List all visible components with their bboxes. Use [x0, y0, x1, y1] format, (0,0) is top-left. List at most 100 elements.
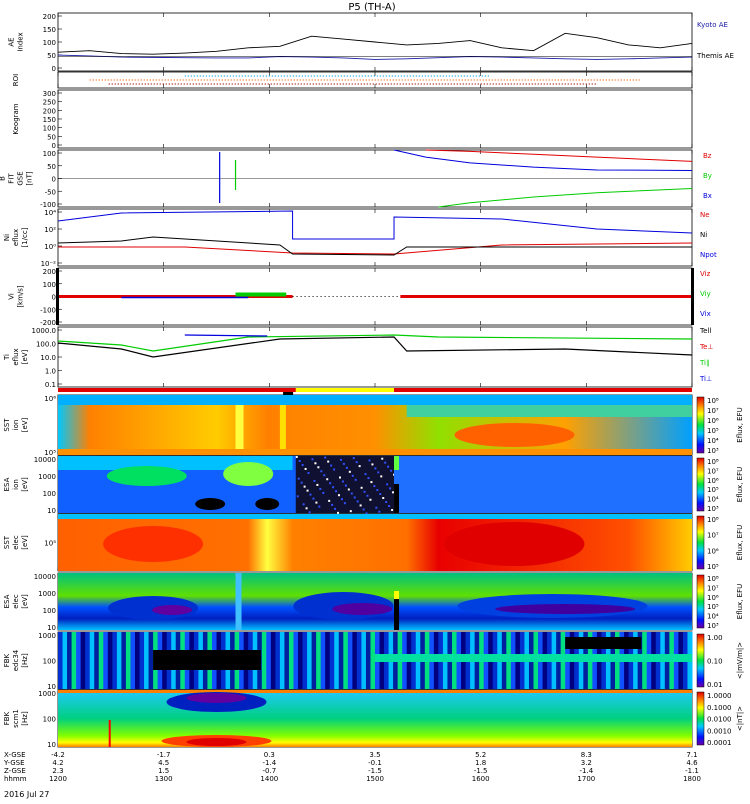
colorbar	[696, 457, 705, 512]
colorbar-tick-label: 10⁷	[707, 532, 719, 540]
y-tick-label: 100.0	[36, 341, 56, 349]
density-series-line	[58, 242, 693, 255]
ephemeris-value: -1.5	[474, 767, 488, 775]
y-tick-label: 10	[47, 683, 56, 691]
y-tick-label: 1000	[38, 690, 56, 698]
y-tick-label: 200	[43, 268, 56, 276]
esa-ion-noise	[343, 502, 346, 505]
legend-entry: Ti∥	[699, 359, 710, 367]
esa-ion-noise	[313, 479, 316, 482]
fbk-e-column	[98, 632, 104, 689]
y-axis-label: [Hz]	[21, 711, 29, 726]
y-tick-label: 10⁶	[44, 395, 56, 403]
esa-ion-noise	[335, 490, 338, 493]
y-axis-label: B	[0, 176, 7, 181]
ae-series-line	[57, 54, 693, 60]
esa-ion-noise	[295, 456, 298, 458]
esa-ion-noise	[318, 505, 321, 508]
y-axis-label: [1/cc]	[21, 227, 29, 247]
esa-ion-noise	[392, 491, 395, 494]
esa-ion-noise	[330, 464, 333, 467]
ephemeris-value: 1200	[49, 775, 67, 783]
esa-ion-noise	[340, 498, 343, 501]
esa-ion-noise	[355, 461, 358, 464]
esa-ion-noise	[363, 490, 366, 493]
bfit-series-line	[438, 187, 693, 208]
esa-ion-noise	[379, 493, 382, 496]
y-tick-label: 100	[43, 125, 56, 133]
esa-ion-noise	[305, 507, 308, 510]
y-tick-label: 300	[43, 90, 56, 98]
fbk-e-column	[121, 632, 127, 689]
esa-ion-noise	[366, 494, 369, 497]
colorbar-label: Eflux, EFU	[736, 407, 744, 442]
legend-entry: Bz	[703, 152, 712, 160]
legend-entry: Bx	[703, 192, 712, 200]
y-tick-label: 10.0	[40, 354, 56, 362]
ephemeris-value: 1700	[577, 775, 595, 783]
ephemeris-value: 1500	[366, 775, 384, 783]
esa-ion-noise	[364, 473, 367, 476]
esa-ion-noise	[332, 486, 335, 489]
mode-bar-segment	[295, 388, 395, 392]
mode-bar-tick	[283, 392, 294, 395]
y-tick-label: 10	[47, 741, 56, 749]
y-tick-label: 150	[43, 116, 56, 124]
y-axis-label: AE	[8, 37, 16, 46]
esa-ion-noise	[311, 458, 314, 461]
sst-ion-spike	[279, 405, 286, 455]
y-tick-label: 100	[43, 150, 56, 158]
ephemeris-value: 5.2	[475, 751, 486, 759]
y-tick-label: 1000	[38, 473, 56, 481]
esa-ion-blob	[223, 462, 274, 486]
y-tick-label: 0	[52, 65, 56, 73]
y-axis-label: ESA	[3, 477, 11, 491]
y-tick-label: 10⁵	[44, 449, 56, 457]
sst-ion-blob	[454, 423, 575, 447]
legend-entry: Npot	[700, 251, 717, 259]
fbk-e-column	[334, 632, 340, 689]
y-tick-label: 1000.0	[32, 327, 57, 335]
fbk-e-column	[298, 632, 304, 689]
esa-ion-noise	[306, 489, 309, 492]
esa-ion-noise	[329, 482, 332, 485]
esa-ion-noise	[359, 504, 362, 507]
esa-ion-noise	[341, 480, 344, 483]
y-tick-label: 150	[43, 26, 56, 34]
y-axis-label: Index	[17, 32, 25, 51]
esa-ion-noise	[391, 509, 394, 512]
y-tick-label: 10⁴	[44, 209, 56, 217]
y-axis-label: FBK	[3, 711, 11, 725]
ephemeris-value: 4.6	[686, 759, 698, 767]
y-tick-label: -100	[40, 201, 56, 209]
legend-entry: By	[703, 172, 712, 180]
fbk-e-column	[325, 632, 331, 689]
esa-ion-noise	[314, 462, 317, 465]
esa-ion-band	[394, 456, 692, 513]
esa-ion-noise	[334, 507, 337, 510]
esa-ion-noise	[339, 458, 342, 461]
date-label: 2016 Jul 27	[4, 790, 49, 799]
colorbar-tick-label: 10⁶	[707, 417, 719, 425]
ephemeris-value: 4.2	[52, 759, 63, 767]
y-axis-label: [km/s]	[17, 285, 25, 308]
y-axis-label: Ti	[3, 354, 11, 361]
esa-ion-noise	[342, 462, 345, 465]
ephemeris-value: 3.2	[581, 759, 592, 767]
fbk-e-column	[107, 632, 113, 689]
fbk-e-column	[352, 632, 358, 689]
colorbar-tick-label: 10⁷	[707, 584, 719, 592]
ephemeris-value: 0.3	[264, 751, 275, 759]
y-tick-label: 10000	[34, 456, 56, 464]
fbk-e-column	[338, 632, 344, 689]
fbk-e-column	[62, 632, 68, 689]
legend-entry: Themis AE	[696, 52, 734, 60]
fbk-e-column	[85, 632, 91, 689]
y-axis-label: edc34	[12, 649, 20, 671]
y-tick-label: -200	[40, 319, 56, 327]
fbk-e-column	[370, 632, 376, 689]
velocity-edge	[56, 268, 59, 325]
fbk-e-column	[316, 632, 322, 689]
colorbar	[696, 633, 705, 688]
colorbar-tick-label: 1.00	[707, 634, 723, 642]
